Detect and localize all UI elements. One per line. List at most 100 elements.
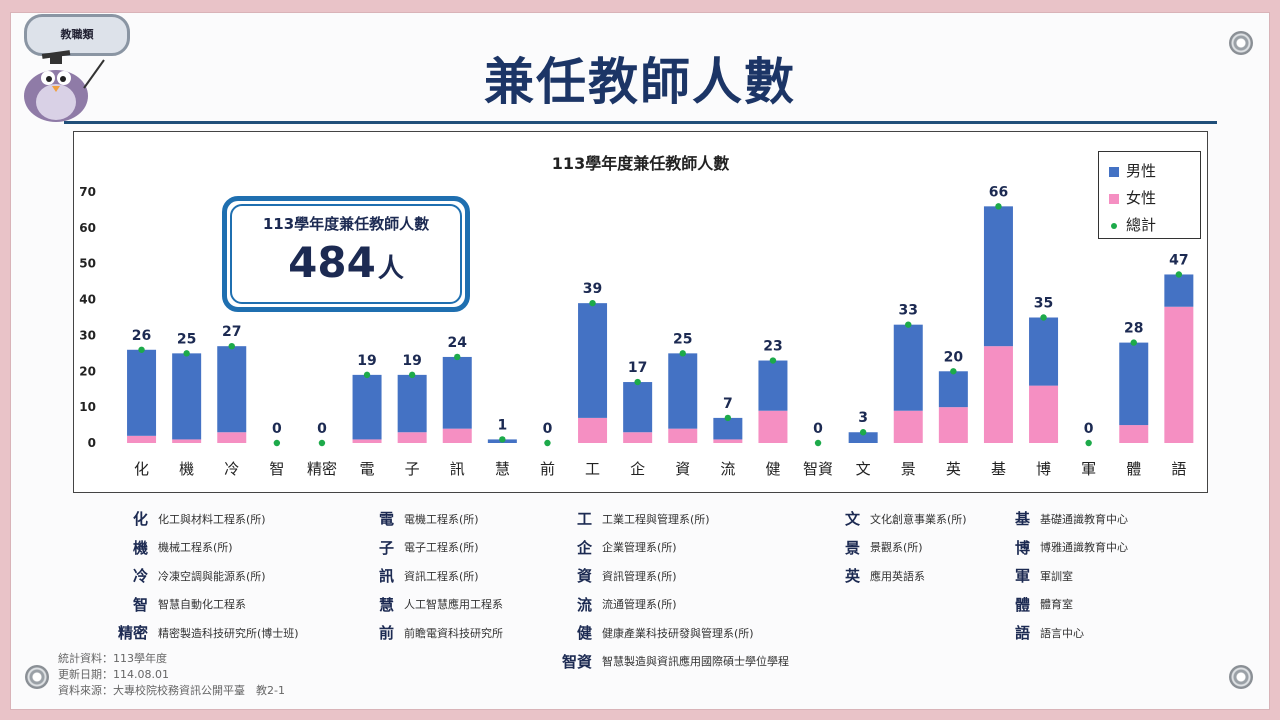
data-label: 3 xyxy=(858,410,868,426)
legend-entry: 工工業工程與管理系(所) xyxy=(544,508,710,529)
legend-department-name: 工業工程與管理系(所) xyxy=(602,512,710,526)
screw-top-right xyxy=(1229,31,1253,55)
category-label: 精密 xyxy=(307,460,337,478)
data-label: 1 xyxy=(497,417,507,433)
legend-abbr: 健 xyxy=(576,624,592,642)
legend-entry: 景景觀系(所) xyxy=(812,537,923,558)
legend-entry: 前前瞻電資科技研究所 xyxy=(346,622,503,643)
bar-male xyxy=(127,349,157,436)
total-point xyxy=(634,378,641,386)
category-label: 訊 xyxy=(450,460,465,478)
category-label: 智資 xyxy=(803,460,833,478)
screw-bottom-right xyxy=(1229,665,1253,689)
category-label: 智 xyxy=(269,460,284,478)
total-count-callout: 113學年度兼任教師人數 484人 xyxy=(222,196,470,312)
data-label: 0 xyxy=(1084,421,1094,437)
category-label: 企 xyxy=(630,460,645,478)
legend-entry: 機機械工程系(所) xyxy=(100,537,233,558)
category-label: 流 xyxy=(720,460,735,478)
data-label: 20 xyxy=(944,349,964,365)
legend-abbr: 資 xyxy=(576,567,592,585)
legend-abbr: 訊 xyxy=(378,567,394,585)
legend-department-name: 健康產業科技研發與管理系(所) xyxy=(602,626,754,640)
legend-abbr: 文 xyxy=(844,510,860,528)
legend-abbr: 機 xyxy=(132,538,148,557)
bar-male xyxy=(1164,274,1194,307)
bar-male xyxy=(352,374,382,440)
legend-abbr: 工 xyxy=(576,510,592,528)
footnote-stats: 統計資料：113學年度 xyxy=(58,652,167,665)
category-label: 基 xyxy=(991,460,1006,478)
total-point xyxy=(859,429,867,436)
data-label: 0 xyxy=(543,421,553,437)
legend-department-name: 機械工程系(所) xyxy=(158,541,233,554)
legend-department-name: 博雅通識教育中心 xyxy=(1040,541,1128,554)
total-point xyxy=(724,414,732,422)
legend-department-name: 體育室 xyxy=(1040,598,1073,611)
legend-abbr: 冷 xyxy=(132,567,148,585)
data-label: 19 xyxy=(402,353,421,369)
penguin-mascot-icon xyxy=(24,50,105,122)
category-label: 博 xyxy=(1036,460,1051,478)
data-label: 7 xyxy=(723,396,733,412)
legend-department-name: 電子工程系(所) xyxy=(404,541,479,554)
category-label: 工 xyxy=(585,460,600,478)
total-point xyxy=(318,439,326,447)
y-tick-label: 0 xyxy=(88,436,96,450)
data-label: 0 xyxy=(317,421,327,437)
category-label: 文 xyxy=(856,460,871,478)
legend-entry: 語語言中心 xyxy=(982,622,1084,643)
total-point xyxy=(363,371,371,379)
legend-entry: 健健康產業科技研發與管理系(所) xyxy=(544,622,754,643)
category-label: 前 xyxy=(540,460,555,478)
category-label: 資 xyxy=(675,460,690,478)
category-label: 子 xyxy=(405,460,420,478)
footnote-updated: 更新日期：114.08.01 xyxy=(58,668,169,681)
legend-department-name: 應用英語系 xyxy=(870,569,925,583)
legend-abbr: 基 xyxy=(1014,510,1030,528)
total-point xyxy=(679,350,686,357)
bar-female xyxy=(983,346,1013,443)
bar-male xyxy=(893,324,923,411)
legend-entry: 博博雅通識教育中心 xyxy=(982,537,1128,558)
category-label: 慧 xyxy=(495,460,510,478)
legend-entry: 智智慧自動化工程系 xyxy=(100,594,246,615)
bar-male xyxy=(668,353,698,429)
legend-abbr: 電 xyxy=(378,510,394,528)
legend-entry: 基基礎通識教育中心 xyxy=(982,508,1128,529)
title-divider xyxy=(64,121,1217,124)
y-tick-label: 60 xyxy=(79,221,96,235)
total-point xyxy=(589,299,596,307)
category-label: 冷 xyxy=(224,460,239,478)
bar-male xyxy=(758,360,788,411)
legend-entry: 企企業管理系(所) xyxy=(544,537,677,558)
legend-entry: 體體育室 xyxy=(982,594,1073,615)
total-point xyxy=(138,346,145,353)
legend-entry: 訊資訊工程系(所) xyxy=(346,565,479,586)
legend-abbr: 企 xyxy=(576,538,592,557)
data-label: 0 xyxy=(813,421,823,437)
total-dot-icon xyxy=(1111,222,1117,229)
chart-title: 113學年度兼任教師人數 xyxy=(551,154,730,173)
legend-abbr: 體 xyxy=(1014,595,1030,614)
legend-department-name: 智慧自動化工程系 xyxy=(158,598,246,611)
legend-abbr: 景 xyxy=(844,538,860,557)
data-label: 23 xyxy=(763,339,782,355)
stacked-bar-chart: 01020304050607026化25機27冷0智0精密19電19子24訊1慧… xyxy=(79,184,1194,478)
y-tick-label: 30 xyxy=(79,328,96,342)
legend-abbr: 英 xyxy=(844,567,860,585)
category-label: 電 xyxy=(360,460,375,478)
y-tick-label: 10 xyxy=(79,400,96,414)
total-label: 113學年度兼任教師人數 xyxy=(262,215,430,233)
legend-entry: 子電子工程系(所) xyxy=(346,537,479,558)
legend-department-name: 電機工程系(所) xyxy=(404,512,479,526)
legend-abbr: 語 xyxy=(1014,624,1030,642)
legend-entry: 精密 精密製造科技研究所(博士班) xyxy=(100,622,299,643)
bar-female xyxy=(1164,306,1194,443)
screw-bottom-left xyxy=(25,665,49,689)
category-label: 景 xyxy=(901,460,916,478)
data-label: 39 xyxy=(583,281,602,297)
legend-entry: 冷冷凍空調與能源系(所) xyxy=(100,565,266,586)
data-label: 28 xyxy=(1124,321,1143,337)
bar-female xyxy=(172,439,202,443)
